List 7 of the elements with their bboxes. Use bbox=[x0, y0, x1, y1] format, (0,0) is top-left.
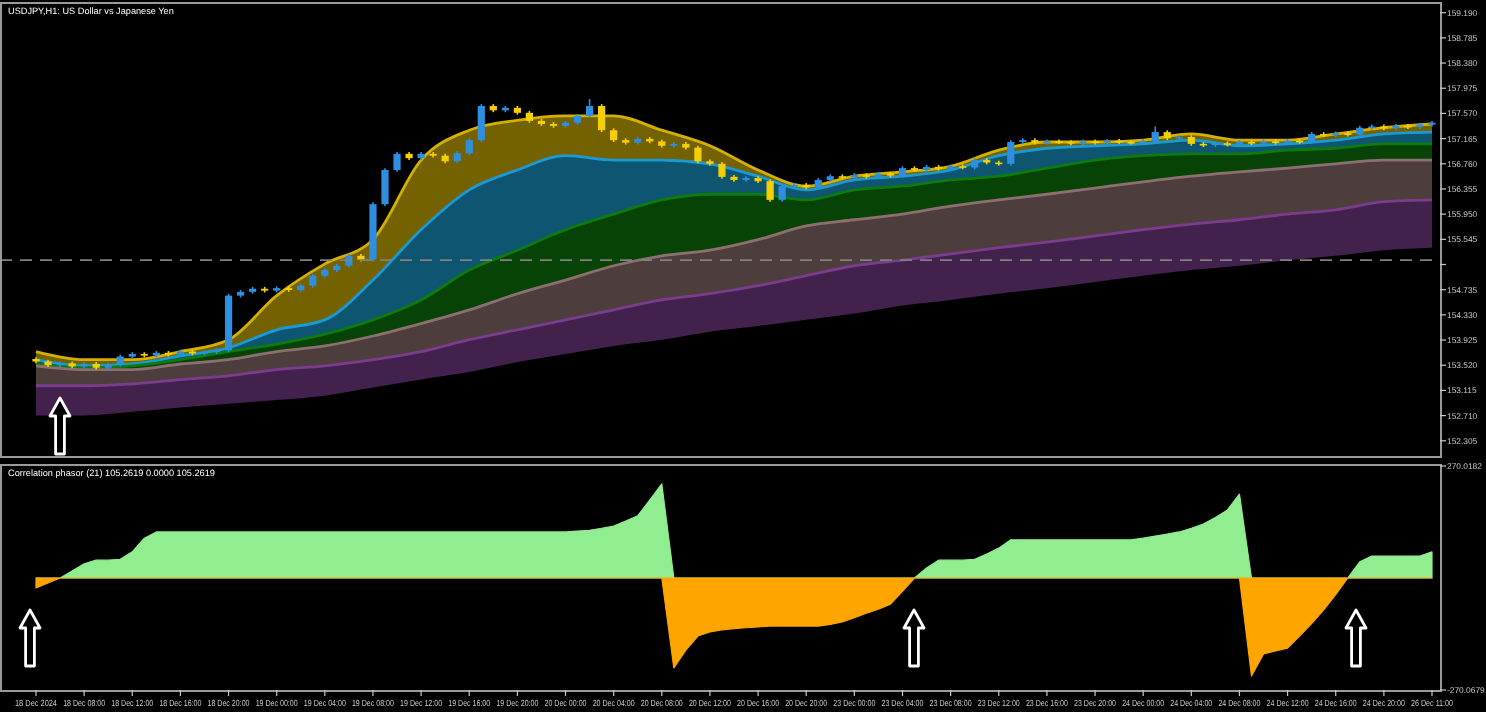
candlestick bbox=[381, 167, 389, 207]
candlestick bbox=[585, 98, 594, 119]
candlestick bbox=[598, 103, 606, 133]
candlestick bbox=[1007, 139, 1015, 167]
candlestick bbox=[766, 178, 774, 203]
candlestick bbox=[393, 151, 401, 173]
candlestick bbox=[477, 103, 485, 143]
